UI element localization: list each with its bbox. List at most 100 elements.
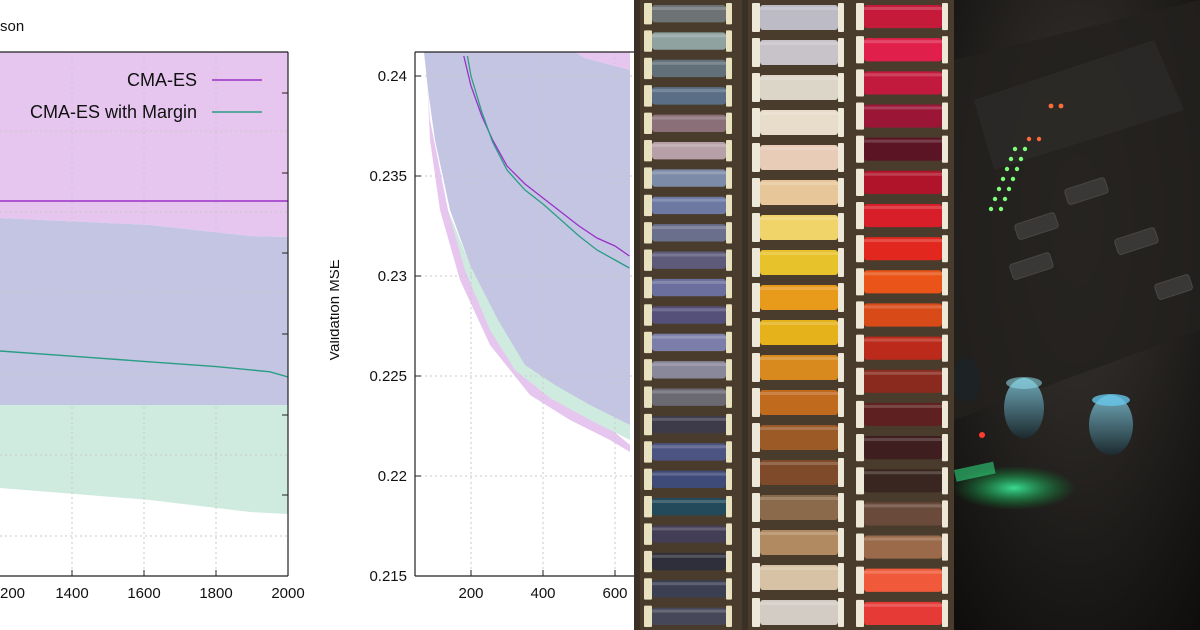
spool-end [726,276,732,299]
spool-end [856,301,864,329]
spool-highlight [760,7,838,10]
spool-highlight [652,253,726,257]
spool-highlight [864,73,942,77]
thread-spool [652,498,726,516]
spool-end [838,283,844,312]
spool-end [644,112,652,134]
y-tick-label: 0.235 [369,168,407,185]
thread-spool [864,5,942,29]
mid-chart-svg: 0.24 0.235 0.23 0.225 0.22 0.215 200 400 600 Vali… [330,51,634,602]
spool-end [644,496,652,518]
spool-highlight [760,182,838,185]
thread-spool [652,607,726,625]
spool-end [726,304,732,326]
mixer-buttons [1009,177,1193,300]
spool-highlight [760,532,838,535]
spool-end [752,143,760,172]
spool-end [838,388,844,417]
thread-spool [864,303,942,327]
thread-spool [864,502,942,526]
spool-end [752,423,760,452]
spool-highlight [652,363,726,367]
spool-end [644,550,652,573]
spool-highlight [652,582,726,586]
spool-end [726,167,732,189]
thread-spool [760,110,838,135]
spool-end [942,367,948,395]
thread-spool [760,215,838,240]
spool-end [838,3,844,32]
overlap-band [424,52,630,425]
spool-end [856,566,864,594]
cma-es-line [463,55,630,257]
cma-es-margin-line [466,55,630,269]
spool-highlight [760,252,838,255]
thread-spool [652,169,726,187]
spool-end [644,276,652,299]
thread-spool [652,196,726,215]
spool-end [838,178,844,207]
thread-spool [652,278,726,297]
spool-highlight [652,417,726,421]
spool-highlight [864,603,942,607]
mixer-red-led [979,432,985,438]
thread-spool [864,369,942,393]
spool-end [726,413,732,436]
thread-spool [864,436,942,460]
spool-end [726,550,732,573]
spool-end [856,3,864,31]
spool-end [856,334,864,362]
spool-highlight [652,89,726,93]
spool-end [838,353,844,382]
spool-end [838,458,844,487]
spool-end [752,108,760,137]
spool-end [838,493,844,522]
spool-end [942,533,948,561]
spool-highlight [864,172,942,176]
spool-highlight [760,462,838,465]
thread-spool [652,114,726,132]
spool-highlight [864,239,942,243]
spool-end [726,139,732,162]
spool-end [752,458,760,487]
y-axis-label: Validation MSE [330,259,343,360]
spool-highlight [864,40,942,44]
spool-end [752,3,760,32]
spool-end [644,304,652,326]
thread-spool [760,5,838,30]
spool-end [644,359,652,381]
spool-end [942,301,948,329]
spool-highlight [652,500,726,504]
mid-chart-panel: 0.24 0.235 0.23 0.225 0.22 0.215 200 400 600 Vali… [330,0,634,630]
x-tick-label: 1400 [55,585,88,602]
thread-spool [864,38,942,62]
spool-end [752,73,760,102]
spool-end [644,523,652,545]
thread-spool [652,306,726,324]
spool-end [856,434,864,462]
thread-spool [864,203,942,228]
spool-end [726,30,732,52]
spool-highlight [864,106,942,110]
spool-end [726,112,732,134]
spool-end [838,528,844,557]
spool-highlight [760,287,838,290]
overlap-band [0,218,288,405]
spool-end [644,249,652,271]
spool-highlight [864,438,942,442]
margin-band [448,210,630,440]
spool-end [838,318,844,347]
spool-end [942,467,948,495]
spool-end [644,441,652,463]
spool-highlight [760,602,838,605]
spool-end [856,467,864,495]
spool-highlight [652,390,726,394]
spool-end [942,36,948,64]
spool-highlight [760,497,838,500]
spool-end [856,235,864,263]
spool-highlight [652,445,726,449]
mixer-led-meter [988,103,1064,212]
audio-mixer-image [954,0,1200,630]
mixer-knobs [954,358,1133,455]
left-plot-area: 200 1400 1600 1800 2000 CMA-ES CMA-ES with Mar… [0,51,305,602]
